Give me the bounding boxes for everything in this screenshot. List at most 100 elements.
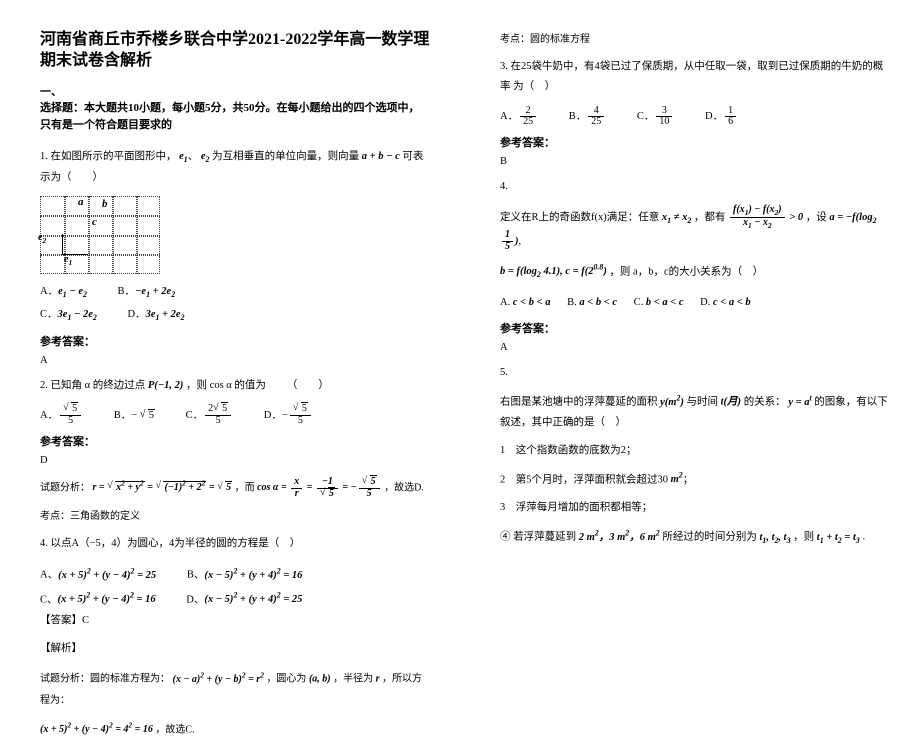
q2-analysis-tail: ，故选D. <box>384 482 424 493</box>
q2-answer-label: 参考答案： <box>40 433 430 449</box>
qc-opt-a: A、(x + 5)2 + (y − 4)2 = 25 <box>40 562 156 587</box>
q2-point: P(−1, 2) <box>148 380 184 391</box>
q2-options: A．55 B．− 5 C．255 D．−55 <box>40 404 430 427</box>
q5-s4a: ④ 若浮萍蔓延到 <box>500 532 576 543</box>
q1-expr: a + b − c <box>362 151 403 162</box>
q5-l1c: 的关系： <box>744 397 786 408</box>
qc-text: 以点A（−5，4）为圆心，4为半径的圆的方程是（ ） <box>51 538 301 549</box>
q2-analysis-mid: ，而 <box>235 482 255 493</box>
q2-text-b: ，则 cos α 的值为 <box>186 380 266 391</box>
qc-opt-c: C、(x + 5)2 + (y − 4)2 = 16 <box>40 587 156 612</box>
fig-label-b: b <box>102 198 108 210</box>
q4-l1b: ，都有 <box>694 212 726 223</box>
q2-point: 考点：三角函数的定义 <box>40 507 430 526</box>
q2-analysis-cos: cos α = xr = −15 = −55 <box>257 482 382 493</box>
q1-figure: a b c e2 e1 <box>40 196 160 274</box>
qc-ans-bracket: 【答案】C <box>40 611 430 631</box>
qc-analysis: 试题分析：圆的标准方程为： (x − a)2 + (y − b)2 = r2 ，… <box>40 667 430 710</box>
right-column: 考点：圆的标准方程 3. 在25袋牛奶中，有4袋已过了保质期，从中任取一袋，取到… <box>460 0 920 651</box>
q2-opt-c: C．255 <box>186 404 234 427</box>
r-point: 考点：圆的标准方程 <box>500 30 890 49</box>
left-column: 河南省商丘市乔楼乡联合中学2021-2022学年高一数学理期末试卷含解析 一、 … <box>0 0 460 651</box>
q1-text-a: 1. 在如图所示的平面图形中， <box>40 151 177 162</box>
q4-l1a: 定义在R上的奇函数f(x)满足：任意 <box>500 212 659 223</box>
q1-opt-d: D．3e1 + 2e2 <box>127 303 184 326</box>
q1-opt-c: C．3e1 − 2e2 <box>40 303 97 326</box>
q5-s1: 1 这个指数函数的底数为2； <box>500 441 890 461</box>
fig-arrow-e2 <box>62 234 63 255</box>
q1-options: A．e1 − e2 B．−e1 + 2e2 C．3e1 − 2e2 D．3e1 … <box>40 280 430 327</box>
q3b-opt-d: D．16 <box>705 105 738 128</box>
qc-analysis-label: 试题分析：圆的标准方程为： <box>40 674 170 685</box>
question-2: 2. 已知角 α 的终边过点 P(−1, 2) ，则 cos α 的值为 （ ） <box>40 376 430 396</box>
q1-opt-a: A．e1 − e2 <box>40 280 87 303</box>
question-4: 定义在R上的奇函数f(x)满足：任意 x1 ≠ x2 ，都有 f(x1) − f… <box>500 205 890 253</box>
fig-label-a: a <box>78 196 84 208</box>
qc-opt-d: D、(x − 5)2 + (y + 4)2 = 25 <box>186 587 302 612</box>
q4-opt-c: C. b < a < c <box>634 291 684 314</box>
qc-eq: (x + 5)2 + (y − 4)2 = 42 = 16 <box>40 724 153 735</box>
q2-analysis-r: r = x2 + y2 = (−1)2 + 22 = 5 <box>93 482 233 493</box>
q1-e2: e2 <box>201 151 210 162</box>
q5-u1: y(m2) <box>660 397 686 408</box>
qc-num: 4. <box>40 538 48 549</box>
q5-eq: t1 + t2 = t3 <box>817 532 860 543</box>
q1-e1: e1 <box>179 151 188 162</box>
q5-fn: y = at <box>788 397 814 408</box>
q4-l1c: ，设 <box>806 212 827 223</box>
q4-options: A. c < b < a B. a < b < c C. b < a < c D… <box>500 291 890 314</box>
q2-text-a: 2. 已知角 α 的终边过点 <box>40 380 145 391</box>
q5-s4: ④ 若浮萍蔓延到 2 m2，3 m2，6 m2 所经过的时间分别为 t1, t2… <box>500 526 890 549</box>
fig-arrow-e1 <box>62 254 87 255</box>
qc-exp-bracket: 【解析】 <box>40 639 430 659</box>
q2-opt-d: D．−55 <box>264 404 313 427</box>
q3b-opt-c: C．310 <box>637 105 675 128</box>
q1-answer: A <box>40 355 430 366</box>
q4-opt-a: A. c < b < a <box>500 291 550 314</box>
q1-text-b: 为互相垂直的单位向量，则向量 <box>212 151 359 162</box>
q4-opt-d: D. c < a < b <box>700 291 750 314</box>
q4-line2: b = f(log2 4.1), c = f(20.8) ，则 a，b，c的大小… <box>500 261 890 284</box>
question-3b: 3. 在25袋牛奶中，有4袋已过了保质期，从中任取一袋，取到已过保质期的牛奶的概… <box>500 57 890 97</box>
q2-analysis-label: 试题分析： <box>40 482 90 493</box>
section-heading: 一、 选择题：本大题共10小题，每小题5分，共50分。在每小题给出的四个选项中，… <box>40 84 430 134</box>
exam-title: 河南省商丘市乔楼乡联合中学2021-2022学年高一数学理期末试卷含解析 <box>40 30 430 72</box>
fig-label-e2: e2 <box>38 232 46 245</box>
q4-num: 4. <box>500 177 890 197</box>
q5-s4d: . <box>862 532 865 543</box>
q5-l1b: 与时间 <box>687 397 719 408</box>
q5-s4b: 所经过的时间分别为 <box>662 532 757 543</box>
qc-opt-b: B、(x − 5)2 + (y + 4)2 = 16 <box>187 562 303 587</box>
q2-text-c: （ ） <box>287 380 329 391</box>
question-5: 右图是某池塘中的浮萍蔓延的面积 y(m2) 与时间 t(月) 的关系： y = … <box>500 391 890 432</box>
question-circle: 4. 以点A（−5，4）为圆心，4为半径的圆的方程是（ ） <box>40 534 430 554</box>
q4-cond: x1 ≠ x2 <box>662 212 691 223</box>
q1-opt-b: B．−e1 + 2e2 <box>118 280 176 303</box>
q4-ineq: f(x1) − f(x2)x1 − x2 > 0 <box>728 212 806 223</box>
fig-label-e1: e1 <box>64 254 72 267</box>
qc-mid2: ，半径为 <box>333 674 373 685</box>
q3b-options: A．225 B．425 C．310 D．16 <box>500 105 890 128</box>
qc-analysis2: (x + 5)2 + (y − 4)2 = 42 = 16 ，故选C. <box>40 719 430 739</box>
q3b-answer-label: 参考答案： <box>500 134 890 150</box>
q4-l2: b = f(log2 4.1), c = f(20.8) <box>500 266 607 277</box>
q4-answer: A <box>500 342 890 353</box>
q5-s3: 3 浮萍每月增加的面积都相等； <box>500 498 890 518</box>
qc-std: (x − a)2 + (y − b)2 = r2 <box>173 674 264 685</box>
q5-ts: t1, t2, t3 <box>759 532 790 543</box>
qc-mid1: ，圆心为 <box>266 674 306 685</box>
q5-areas: 2 m2，3 m2，6 m2 <box>579 532 660 543</box>
q5-s4c: ，则 <box>793 532 814 543</box>
qc-rad: r <box>376 674 380 685</box>
exam-page: 河南省商丘市乔楼乡联合中学2021-2022学年高一数学理期末试卷含解析 一、 … <box>0 0 920 651</box>
q3b-opt-b: B．425 <box>569 105 607 128</box>
q4-l2b: ，则 a，b，c的大小关系为（ ） <box>609 266 763 277</box>
q2-answer: D <box>40 455 430 466</box>
q4-opt-b: B. a < b < c <box>567 291 617 314</box>
question-1: 1. 在如图所示的平面图形中， e1、 e2 为互相垂直的单位向量，则向量 a … <box>40 147 430 188</box>
fig-label-c: c <box>92 216 97 228</box>
qc-options: A、(x + 5)2 + (y − 4)2 = 25 B、(x − 5)2 + … <box>40 562 430 611</box>
q5-s2: 2 第5个月时，浮萍面积就会超过30 m2； <box>500 469 890 490</box>
q2-opt-a: A．55 <box>40 404 83 427</box>
q2-analysis: 试题分析： r = x2 + y2 = (−1)2 + 22 = 5 ，而 co… <box>40 476 430 499</box>
